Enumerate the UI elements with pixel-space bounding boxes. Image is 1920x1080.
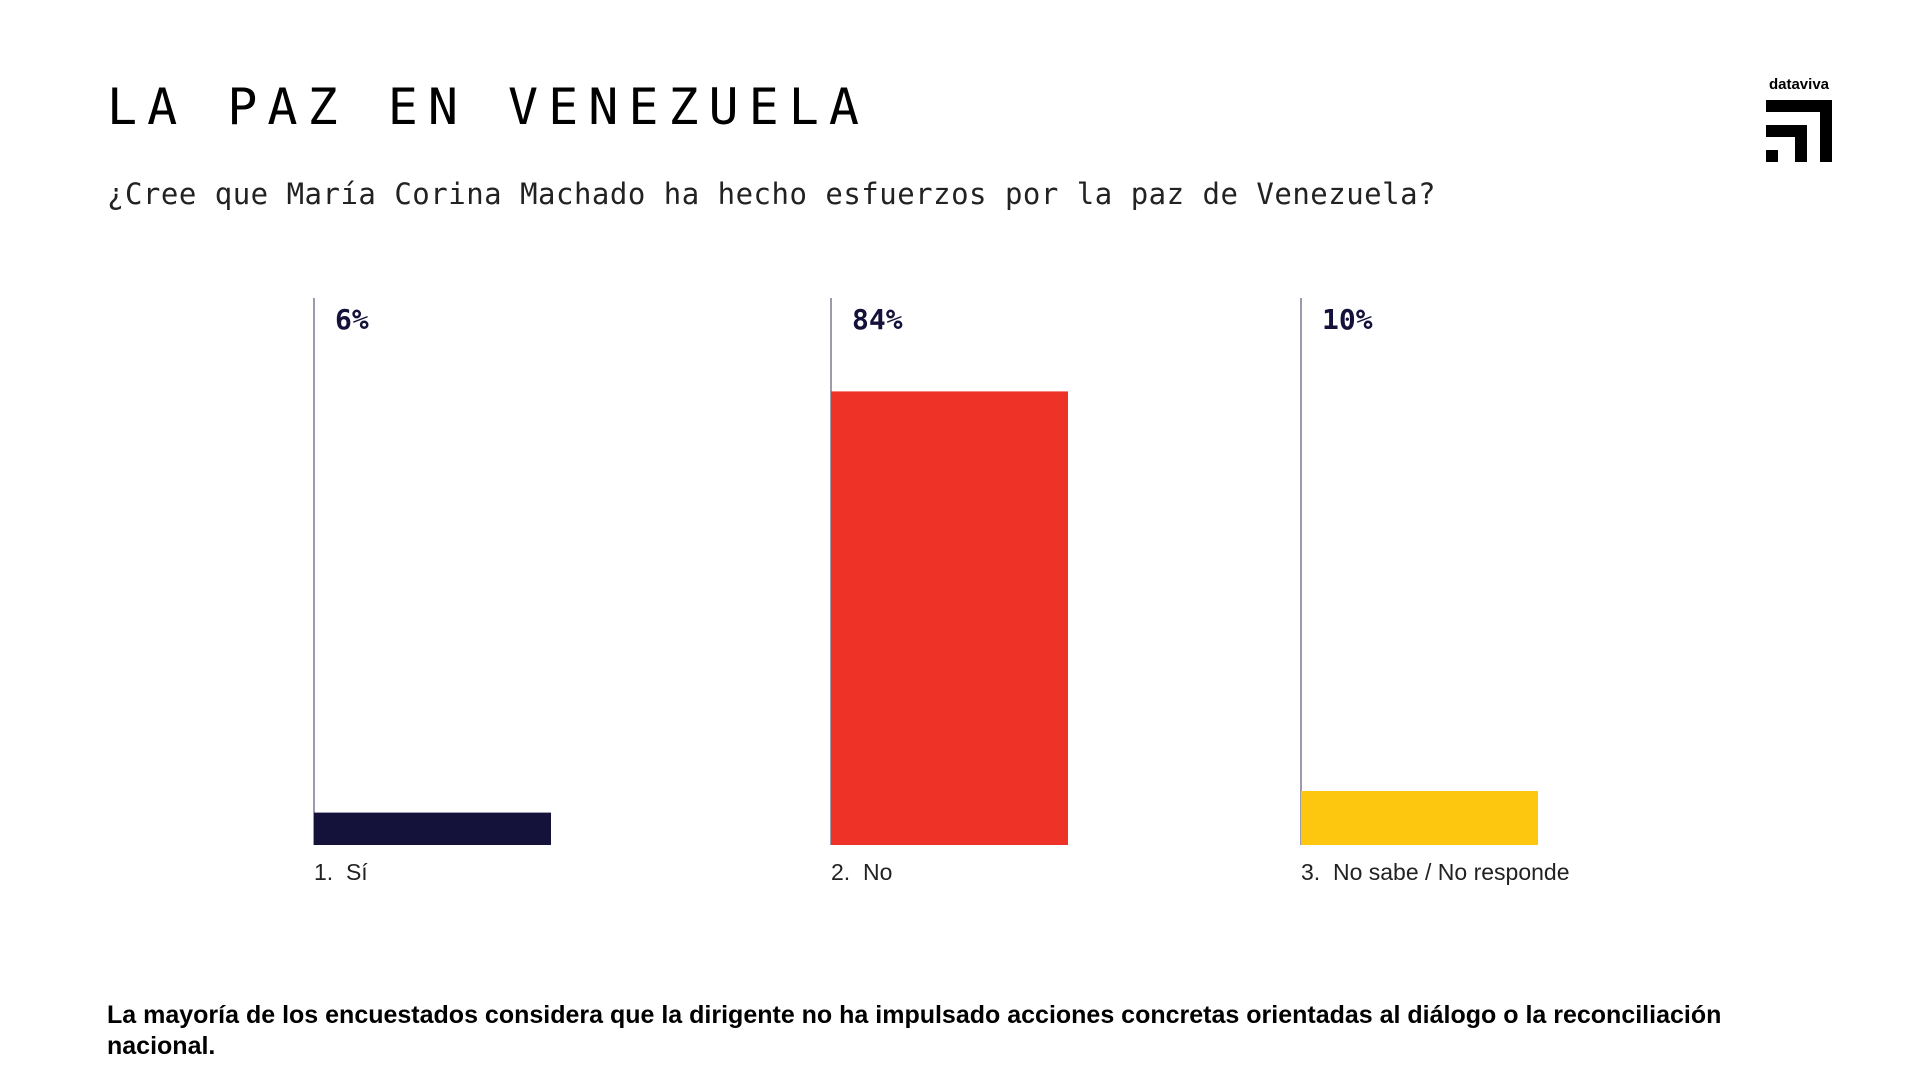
bar-value-label-1: 6% (335, 303, 369, 336)
dataviva-logo-icon (1766, 100, 1832, 162)
category-label-1: 1. Sí (314, 859, 368, 885)
bar-2 (831, 391, 1068, 845)
chart-footnote: La mayoría de los encuestados considera … (107, 1001, 1722, 1060)
bar-value-label-3: 10% (1322, 303, 1373, 336)
brand-name: dataviva (1768, 76, 1830, 93)
bar-1 (314, 812, 551, 845)
chart-question: ¿Cree que María Corina Machado ha hecho … (107, 177, 1437, 211)
bar-3 (1301, 791, 1538, 845)
category-label-2: 2. No (831, 859, 892, 885)
bar-chart: 6% 1. Sí 84% 2. No 10% 3. No sabe / No respon… (313, 298, 1570, 885)
brand-logo: dataviva (1766, 76, 1832, 167)
category-label-3: 3. No sabe / No responde (1301, 859, 1570, 885)
bar-value-label-2: 84% (852, 303, 903, 336)
page-title: LA PAZ EN VENEZUELA (107, 78, 869, 136)
